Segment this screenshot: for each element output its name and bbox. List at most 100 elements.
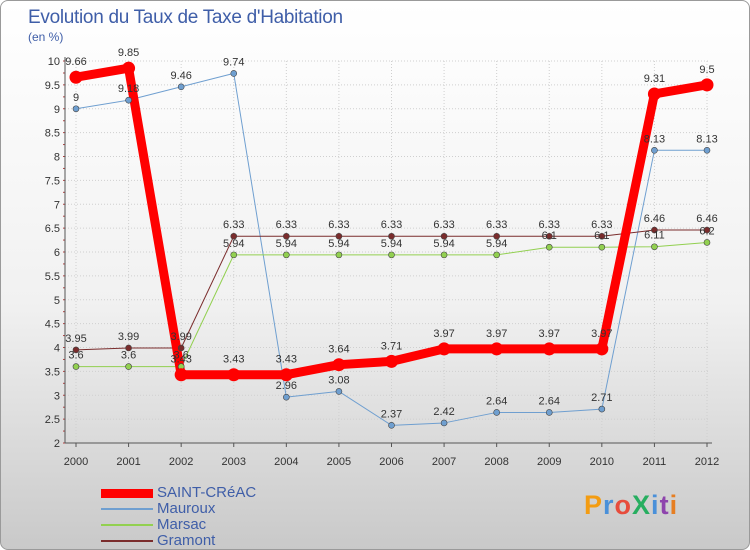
data-label-gramont-2012: 6.46 bbox=[696, 213, 717, 225]
data-point-gramont-2000 bbox=[72, 346, 80, 354]
legend-label-saint-cr-ac: SAINT-CRéAC bbox=[157, 484, 257, 501]
point-layer bbox=[69, 61, 714, 429]
y-tick-label-2: 2 bbox=[54, 438, 60, 450]
chart-title: Evolution du Taux de Taxe d'Habitation bbox=[28, 7, 343, 28]
legend-swatch-saint-cr-ac bbox=[101, 488, 153, 498]
data-point-gramont-2003 bbox=[230, 232, 238, 240]
data-point-marsac-2012 bbox=[703, 239, 711, 246]
data-point-saint-cr-ac-2000 bbox=[69, 70, 83, 84]
data-point-saint-cr-ac-2007 bbox=[437, 342, 451, 356]
data-point-gramont-2008 bbox=[493, 232, 500, 240]
data-label-gramont-2000: 3.95 bbox=[65, 333, 86, 345]
data-point-mauroux-2000 bbox=[72, 105, 80, 113]
logo-letter: t bbox=[659, 490, 670, 520]
legend-swatch-marsac bbox=[101, 524, 153, 526]
y-tick-label-3: 3 bbox=[54, 390, 60, 402]
y-tick-label-4: 4 bbox=[54, 343, 60, 355]
data-point-mauroux-2011 bbox=[651, 146, 658, 154]
legend-swatch-gramont bbox=[101, 540, 153, 542]
data-label-mauroux-2004: 2.96 bbox=[276, 380, 297, 392]
data-label-saint-cr-ac-2004: 3.43 bbox=[276, 354, 297, 366]
y-tick-label-5: 5 bbox=[54, 295, 60, 307]
data-label-gramont-2009: 6.33 bbox=[539, 219, 560, 231]
data-point-saint-cr-ac-2005 bbox=[332, 358, 346, 372]
data-label-marsac-2004: 5.94 bbox=[276, 238, 297, 250]
data-label-marsac-2003: 5.94 bbox=[223, 238, 244, 250]
data-label-marsac-2002: 3.6 bbox=[174, 350, 189, 362]
y-tick-label-9.5: 9.5 bbox=[45, 80, 60, 92]
data-label-gramont-2011: 6.46 bbox=[644, 213, 665, 225]
data-label-marsac-2012: 6.2 bbox=[699, 225, 714, 237]
data-label-saint-cr-ac-2010: 3.97 bbox=[591, 328, 612, 340]
x-tick-label-2009: 2009 bbox=[537, 456, 561, 468]
data-label-marsac-2006: 5.94 bbox=[381, 238, 402, 250]
x-tick-label-2000: 2000 bbox=[64, 456, 88, 468]
data-label-mauroux-2010: 2.71 bbox=[591, 392, 612, 404]
data-point-marsac-2008 bbox=[493, 251, 500, 259]
data-point-saint-cr-ac-2002 bbox=[174, 368, 188, 382]
logo-letter: o bbox=[614, 490, 633, 520]
data-point-marsac-2001 bbox=[125, 363, 132, 370]
data-point-mauroux-2006 bbox=[388, 422, 395, 429]
data-label-mauroux-2007: 2.42 bbox=[433, 406, 454, 418]
data-point-marsac-2011 bbox=[651, 243, 658, 251]
data-label-marsac-2007: 5.94 bbox=[433, 238, 454, 250]
data-label-saint-cr-ac-2000: 9.66 bbox=[65, 56, 86, 68]
logo-letter: i bbox=[669, 490, 679, 520]
legend-item-marsac: Marsac bbox=[101, 517, 256, 533]
chart-subtitle: (en %) bbox=[28, 30, 64, 44]
data-point-gramont-2004 bbox=[283, 232, 290, 240]
data-label-saint-cr-ac-2007: 3.97 bbox=[433, 328, 454, 340]
data-label-marsac-2008: 5.94 bbox=[486, 238, 507, 250]
y-tick-label-7: 7 bbox=[54, 199, 60, 211]
legend-item-mauroux: Mauroux bbox=[101, 501, 256, 517]
data-label-saint-cr-ac-2012: 9.5 bbox=[699, 64, 714, 76]
data-point-saint-cr-ac-2010 bbox=[595, 342, 609, 356]
x-tick-label-2010: 2010 bbox=[590, 456, 614, 468]
y-tick-label-10: 10 bbox=[48, 56, 60, 68]
data-label-gramont-2007: 6.33 bbox=[433, 219, 454, 231]
data-point-mauroux-2002 bbox=[177, 83, 185, 91]
data-label-marsac-2010: 6.1 bbox=[594, 230, 609, 242]
data-point-saint-cr-ac-2006 bbox=[385, 354, 398, 368]
data-point-gramont-2006 bbox=[388, 232, 395, 240]
data-label-mauroux-2002: 9.46 bbox=[170, 70, 191, 82]
data-point-mauroux-2008 bbox=[493, 409, 500, 416]
data-point-mauroux-2009 bbox=[545, 409, 553, 416]
data-label-mauroux-2011: 8.13 bbox=[644, 133, 665, 145]
data-point-gramont-2009 bbox=[545, 232, 553, 240]
legend-item-gramont: Gramont bbox=[101, 533, 256, 549]
data-point-saint-cr-ac-2012 bbox=[700, 78, 714, 92]
data-label-saint-cr-ac-2003: 3.43 bbox=[223, 354, 244, 366]
legend: SAINT-CRéAC Mauroux Marsac Gramont bbox=[101, 485, 256, 549]
x-tick-label-2003: 2003 bbox=[222, 456, 246, 468]
legend-swatch-mauroux bbox=[101, 508, 153, 510]
data-label-mauroux-2009: 2.64 bbox=[539, 395, 560, 407]
data-label-saint-cr-ac-2009: 3.97 bbox=[539, 328, 560, 340]
data-point-saint-cr-ac-2001 bbox=[122, 61, 136, 75]
data-point-marsac-2004 bbox=[283, 251, 290, 259]
x-tick-label-2012: 2012 bbox=[695, 456, 719, 468]
logo-letter: P bbox=[584, 490, 604, 520]
data-point-gramont-2010 bbox=[598, 232, 606, 240]
y-tick-label-8: 8 bbox=[54, 152, 60, 164]
legend-label-gramont: Gramont bbox=[157, 532, 216, 549]
data-point-mauroux-2010 bbox=[598, 405, 606, 413]
data-point-mauroux-2005 bbox=[335, 388, 343, 395]
x-tick-label-2008: 2008 bbox=[484, 456, 508, 468]
y-tick-label-8.5: 8.5 bbox=[45, 128, 60, 140]
y-tick-label-5.5: 5.5 bbox=[45, 271, 60, 283]
logo-letter: i bbox=[651, 490, 660, 520]
data-point-gramont-2012 bbox=[703, 226, 711, 234]
data-point-mauroux-2012 bbox=[703, 146, 711, 154]
data-point-marsac-2007 bbox=[440, 251, 448, 259]
data-label-gramont-2001: 3.99 bbox=[118, 331, 139, 343]
data-point-saint-cr-ac-2011 bbox=[647, 87, 661, 101]
x-tick-label-2004: 2004 bbox=[274, 456, 298, 468]
data-point-mauroux-2001 bbox=[125, 96, 132, 104]
data-label-layer: 9.66 9.85 3.43 3.43 3.43 3.64 3.71 3.97 3.97 3.97… bbox=[65, 47, 717, 420]
data-point-saint-cr-ac-2009 bbox=[542, 342, 556, 356]
y-tick-label-4.5: 4.5 bbox=[45, 319, 60, 331]
x-tick-label-2006: 2006 bbox=[379, 456, 403, 468]
